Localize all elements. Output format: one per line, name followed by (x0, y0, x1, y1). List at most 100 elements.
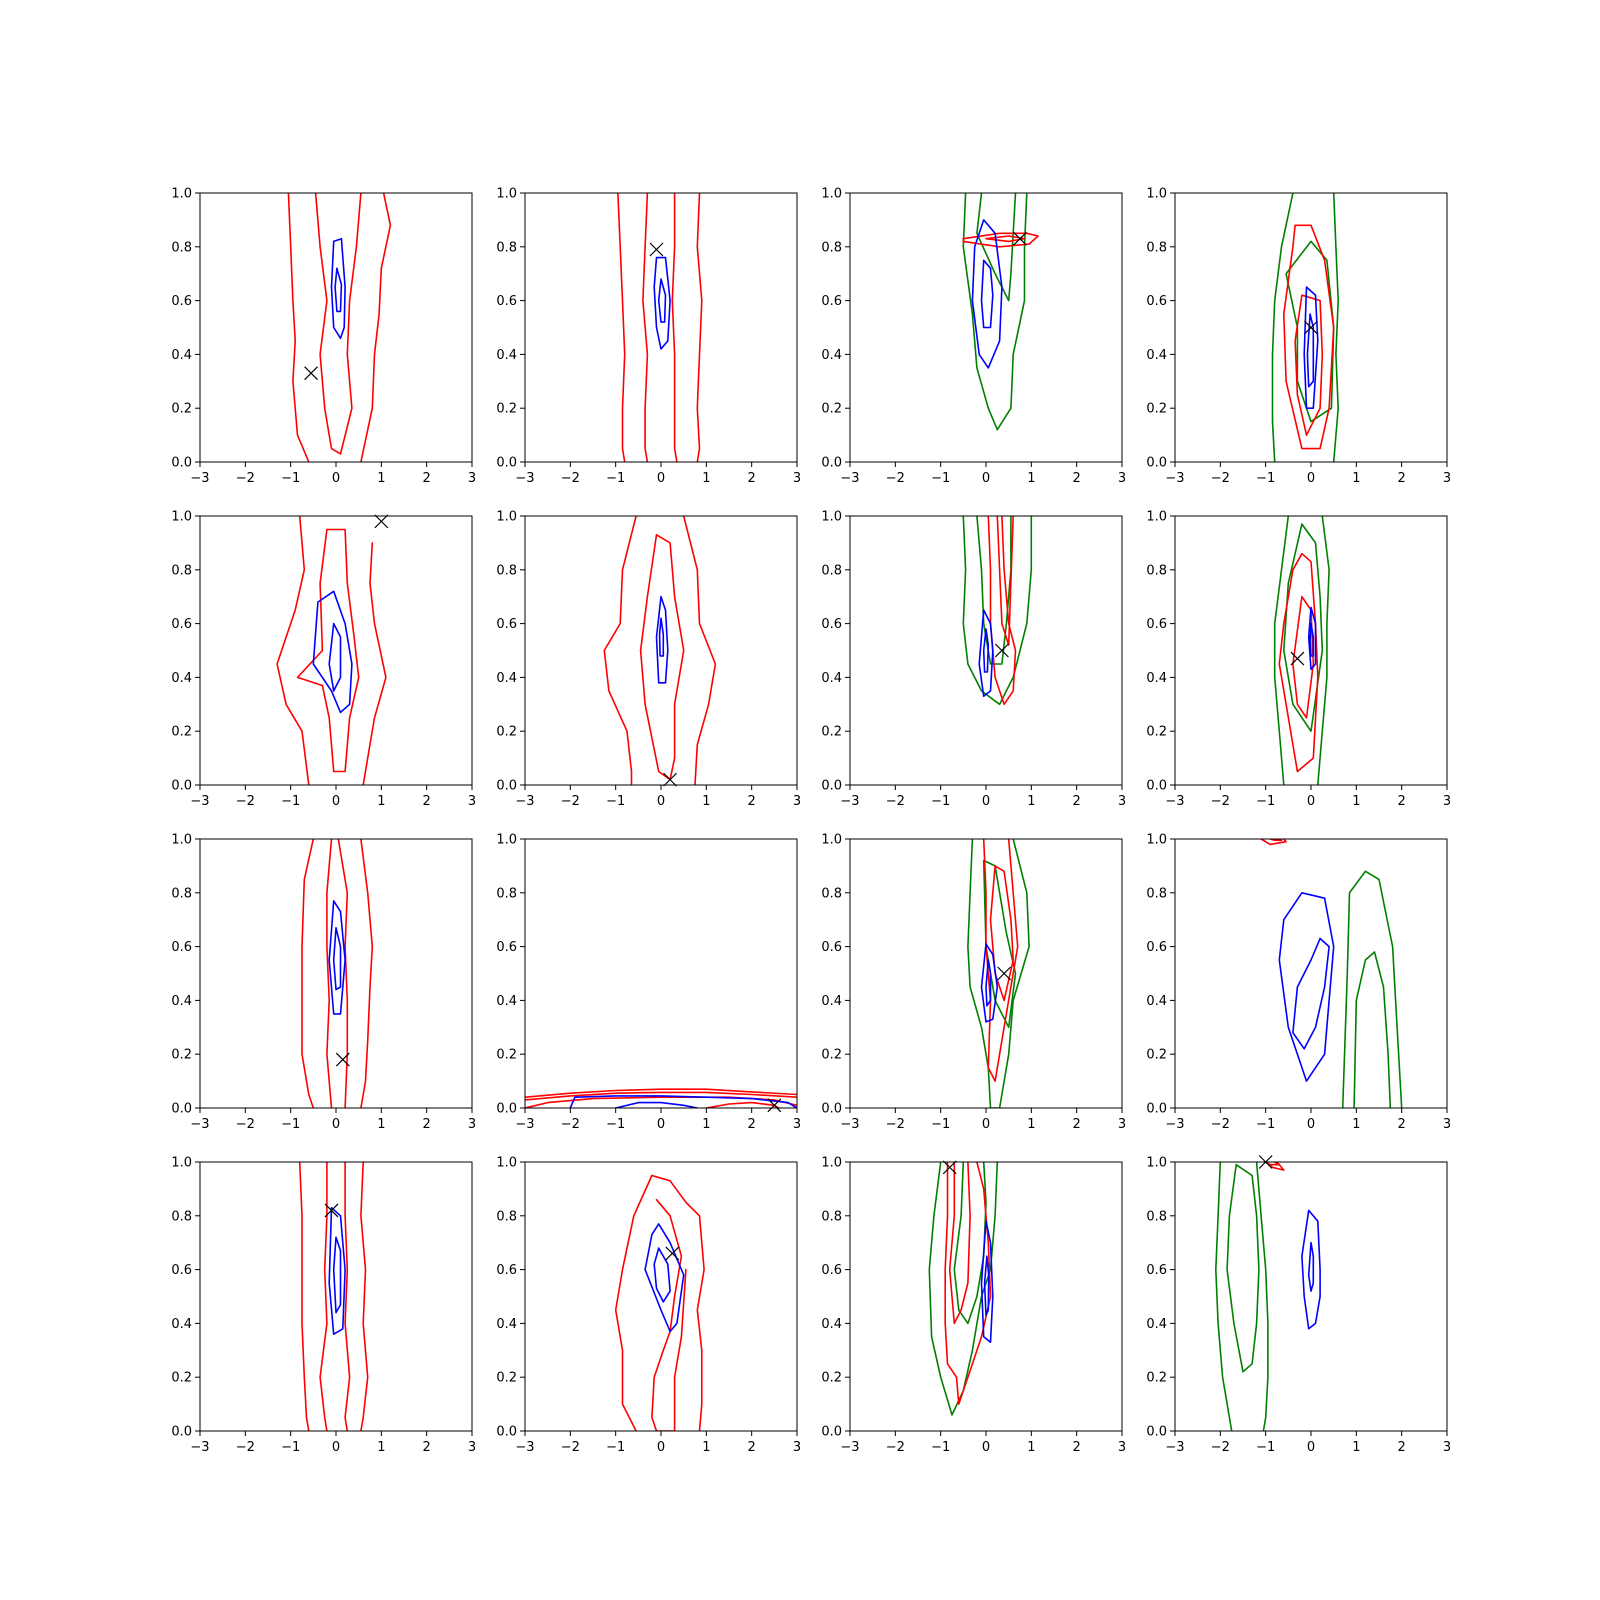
y-tick-label: 0.0 (821, 1102, 842, 1117)
y-tick-label: 0.2 (821, 402, 842, 417)
x-tick-label: 3 (468, 1440, 476, 1455)
y-tick-label: 0.8 (496, 1209, 517, 1224)
y-tick-label: 0.0 (1146, 779, 1167, 794)
contour-green-1 (962, 193, 1028, 431)
y-tick-label: 0.4 (821, 348, 842, 363)
y-tick-label: 1.0 (496, 833, 517, 848)
contour-blue-4 (655, 595, 669, 684)
subplot-9: −3 −2 −1 0 1 2 3 0.0 0.2 0.4 0.6 0.8 1.0 (171, 833, 476, 1133)
contour-red-4 (1278, 552, 1319, 773)
x-tick-label: −2 (561, 1117, 580, 1132)
y-tick-label: 0.4 (1146, 1317, 1167, 1332)
subplot-8: −3 −2 −1 0 1 2 3 0.0 0.2 0.4 0.6 0.8 1.0 (1146, 510, 1451, 810)
x-tick-label: −3 (840, 794, 859, 809)
contour-blue-7 (1309, 622, 1315, 657)
contour-green-1 (1273, 516, 1290, 785)
axes-frame (524, 515, 798, 786)
contour-red-2 (614, 1174, 653, 1431)
contour-blue-5 (658, 617, 665, 657)
y-tick-label: 0.0 (821, 456, 842, 471)
x-tick-label: 3 (468, 1117, 476, 1132)
subplot-10: −3 −2 −1 0 1 2 3 0.0 0.2 0.4 0.6 0.8 1.0 (496, 833, 801, 1133)
y-tick-label: 0.8 (821, 886, 842, 901)
y-tick-label: 0.0 (1146, 456, 1167, 471)
contour-red-4 (337, 839, 349, 1108)
x-marker (1304, 320, 1318, 335)
contour-red-3 (639, 534, 685, 781)
subplot-13: −3 −2 −1 0 1 2 3 0.0 0.2 0.4 0.6 0.8 1.0 (171, 1156, 476, 1456)
plot-area (603, 516, 717, 785)
x-tick-label: 3 (1118, 1440, 1126, 1455)
y-tick-label: 0.4 (171, 1317, 192, 1332)
plot-area (1271, 193, 1339, 462)
x-tick-label: 2 (1073, 471, 1081, 486)
x-marker (1258, 1155, 1273, 1169)
x-tick-label: 3 (1118, 1117, 1126, 1132)
x-marker (324, 1203, 339, 1218)
x-tick-label: −1 (1256, 1440, 1275, 1455)
x-tick-label: −1 (281, 1440, 300, 1455)
x-tick-label: 3 (1118, 471, 1126, 486)
contour-red-4 (948, 1162, 971, 1325)
y-tick-label: 0.0 (496, 456, 517, 471)
x-tick-label: 0 (982, 471, 990, 486)
x-tick-label: 3 (1443, 1440, 1451, 1455)
y-tick-label: 0.6 (171, 617, 192, 632)
contour-blue-5 (980, 943, 999, 1023)
x-tick-label: −2 (886, 1440, 905, 1455)
x-tick-label: 1 (1027, 794, 1035, 809)
contour-blue-4 (312, 590, 353, 714)
y-tick-label: 0.2 (821, 1048, 842, 1063)
plot-area (967, 839, 1030, 1108)
contour-red-4 (1283, 224, 1335, 450)
y-tick-label: 0.0 (821, 779, 842, 794)
x-marker (1013, 231, 1027, 246)
contour-red-4 (996, 516, 1014, 646)
contour-red-2 (696, 193, 703, 462)
y-tick-label: 0.4 (821, 1317, 842, 1332)
plot-area (1273, 516, 1330, 785)
axes-frame (199, 838, 473, 1109)
contour-green-3 (1285, 240, 1335, 423)
x-tick-label: −1 (606, 471, 625, 486)
x-tick-label: 2 (748, 1440, 756, 1455)
x-tick-label: −3 (515, 794, 534, 809)
x-tick-label: −3 (840, 1117, 859, 1132)
x-tick-label: 0 (1307, 1117, 1315, 1132)
y-tick-label: 0.8 (496, 240, 517, 255)
contour-blue-5 (653, 1247, 671, 1303)
contour-red-1 (298, 1162, 310, 1431)
x-tick-label: 1 (702, 794, 710, 809)
x-tick-label: −1 (931, 1440, 950, 1455)
contour-blue-3 (1278, 892, 1335, 1082)
x-tick-label: 0 (657, 471, 665, 486)
contour-green-2 (953, 1162, 987, 1325)
subplot-14: −3 −2 −1 0 1 2 3 0.0 0.2 0.4 0.6 0.8 1.0 (496, 1156, 801, 1456)
y-tick-label: 0.2 (171, 1371, 192, 1386)
contour-green-1 (962, 516, 1033, 706)
y-tick-label: 1.0 (821, 510, 842, 525)
x-tick-label: 0 (982, 1440, 990, 1455)
y-tick-label: 0.8 (496, 563, 517, 578)
x-tick-label: 1 (1352, 1440, 1360, 1455)
contour-blue-6 (1301, 1209, 1321, 1330)
contour-red-3 (326, 839, 333, 1108)
x-marker (374, 514, 389, 529)
x-tick-label: −1 (281, 1117, 300, 1132)
x-marker (304, 366, 318, 381)
x-tick-label: −2 (561, 1440, 580, 1455)
x-tick-label: −2 (1211, 1440, 1230, 1455)
x-tick-label: −3 (190, 471, 209, 486)
y-tick-label: 0.2 (496, 402, 517, 417)
contour-blue-6 (985, 959, 992, 1007)
x-tick-label: 1 (377, 471, 385, 486)
contour-green-2 (1317, 516, 1330, 785)
x-tick-label: −1 (1256, 471, 1275, 486)
y-tick-label: 0.6 (821, 294, 842, 309)
contour-blue-5 (978, 609, 994, 697)
plot-area (1215, 1162, 1321, 1431)
contour-blue-5 (328, 900, 346, 1015)
subplot-11: −3 −2 −1 0 1 2 3 0.0 0.2 0.4 0.6 0.8 1.0 (821, 833, 1126, 1133)
x-tick-label: 2 (1398, 471, 1406, 486)
